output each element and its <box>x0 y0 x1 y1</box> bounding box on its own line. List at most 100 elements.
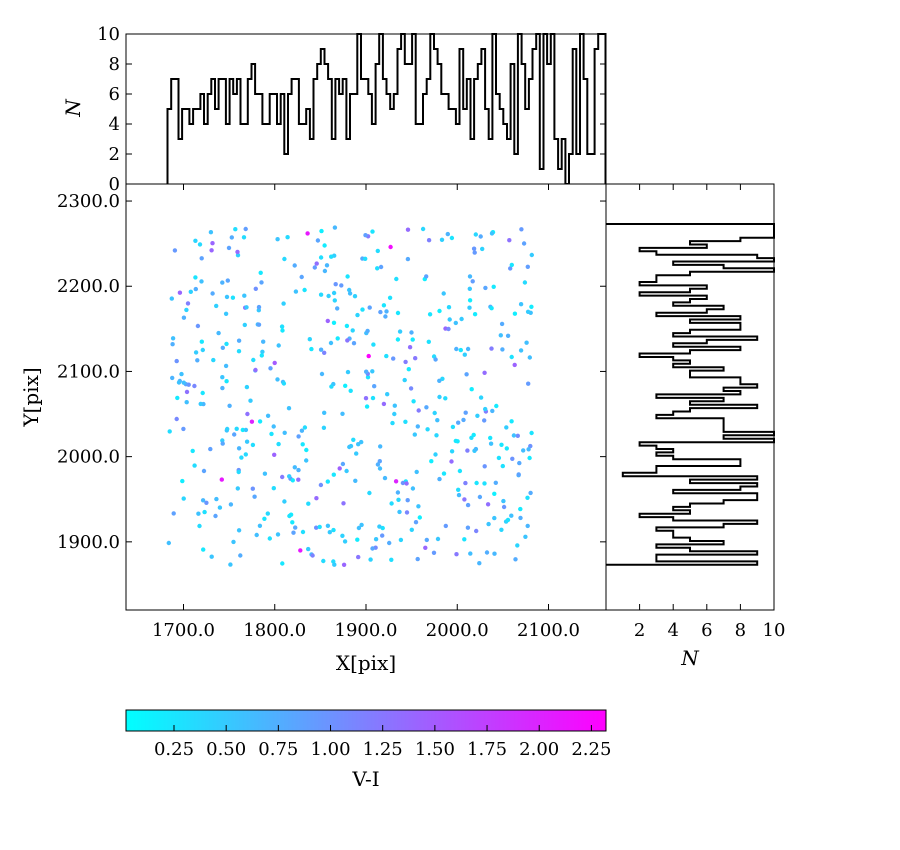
colorbar-label: V-I <box>351 767 379 791</box>
scatter-point <box>280 328 285 333</box>
scatter-point <box>245 411 250 417</box>
scatter-point <box>415 424 420 429</box>
scatter-point <box>236 446 242 451</box>
scatter-point <box>318 255 324 260</box>
scatter-point <box>469 387 474 392</box>
scatter-point <box>504 425 509 430</box>
scatter-point <box>505 517 511 523</box>
scatter-point <box>315 238 321 243</box>
scatter-point <box>432 410 437 416</box>
scatter-point <box>304 458 309 463</box>
scatter-point <box>473 446 479 452</box>
scatter-point <box>404 481 409 486</box>
scatter-point <box>224 379 229 384</box>
scatter-point <box>518 515 523 521</box>
scatter-point <box>312 265 317 270</box>
scatter-point <box>340 411 345 416</box>
scatter-point <box>406 367 411 372</box>
scatter-point <box>427 312 433 317</box>
scatter-point <box>309 346 314 352</box>
scatter-point <box>367 490 372 496</box>
scatter-point <box>366 353 371 359</box>
scatter-point <box>467 274 473 279</box>
scatter-point <box>391 356 396 361</box>
scatter-point <box>262 471 268 476</box>
scatter-point <box>524 340 529 345</box>
scatter-point <box>505 333 511 338</box>
scatter-point <box>240 427 245 433</box>
scatter-point <box>172 248 178 253</box>
scatter-point <box>437 476 442 482</box>
scatter-point <box>509 419 514 424</box>
scatter-point <box>468 551 473 556</box>
scatter-point <box>500 347 505 352</box>
scatter-point <box>239 455 244 460</box>
scatter-point <box>319 371 325 377</box>
scatter-point <box>345 369 351 375</box>
scatter-point <box>456 420 461 425</box>
scatter-point <box>439 237 445 242</box>
scatter-point <box>381 303 387 308</box>
scatter-point <box>184 400 189 405</box>
scatter-point <box>171 511 176 516</box>
scatter-point <box>434 433 439 438</box>
scatter-point <box>384 309 389 314</box>
scatter-point <box>276 441 281 447</box>
scatter-point <box>282 256 287 262</box>
scatter-point <box>450 424 456 430</box>
scatter-point <box>509 513 514 518</box>
scatter-point <box>331 527 336 533</box>
scatter-point <box>454 552 459 557</box>
scatter-point <box>325 523 331 528</box>
top-histogram-steps <box>166 33 607 185</box>
top-histogram-panel: 0 2 4 6 8 10 N <box>61 24 607 195</box>
scatter-point <box>329 384 334 389</box>
scatter-point <box>397 509 402 515</box>
scatter-point <box>519 227 524 232</box>
scatter-point <box>223 363 229 369</box>
scatter-point <box>494 403 499 409</box>
scatter-point <box>500 463 505 469</box>
scatter-point <box>478 234 483 239</box>
scatter-point <box>275 237 280 242</box>
scatter-points <box>166 225 534 567</box>
scatter-point <box>254 532 259 538</box>
scatter-point <box>473 232 478 237</box>
scatter-point <box>179 371 184 377</box>
scatter-point <box>200 390 205 396</box>
scatter-point <box>223 311 229 316</box>
scatter-point <box>322 243 327 248</box>
scatter-point <box>235 249 240 255</box>
scatter-point <box>490 408 495 414</box>
scatter-point <box>511 433 517 438</box>
scatter-point <box>414 469 419 475</box>
scatter-point <box>449 235 455 241</box>
colorbar-tick-label: 0.50 <box>206 739 246 760</box>
scatter-point <box>220 345 225 350</box>
scatter-point <box>512 311 518 316</box>
right-histogram-x-ticks: 2 4 6 8 10 <box>634 184 785 641</box>
colorbar-panel: 0.25 0.50 0.75 1.00 1.25 1.50 1.75 2.00 2.25 V-I <box>125 709 611 791</box>
scatter-point <box>441 291 446 296</box>
scatter-point <box>225 278 230 283</box>
scatter-point <box>286 406 292 411</box>
scatter-point <box>296 467 301 473</box>
right-histogram-steps <box>606 223 775 566</box>
scatter-point <box>385 392 390 397</box>
scatter-point <box>433 357 438 362</box>
colorbar-tick-label: 1.75 <box>467 739 507 760</box>
scatter-point <box>453 320 458 326</box>
scatter-point <box>433 452 438 457</box>
scatter-point <box>380 533 385 538</box>
scatter-point <box>352 294 358 299</box>
scatter-point <box>329 254 334 259</box>
scatter-point <box>412 432 417 437</box>
scatter-point <box>350 328 355 333</box>
scatter-point <box>236 349 242 354</box>
scatter-point <box>370 229 375 234</box>
right-x-tick-label: 6 <box>701 620 712 641</box>
scatter-point <box>482 418 487 423</box>
scatter-point <box>331 320 337 325</box>
scatter-point <box>170 336 176 341</box>
scatter-point <box>410 337 415 342</box>
